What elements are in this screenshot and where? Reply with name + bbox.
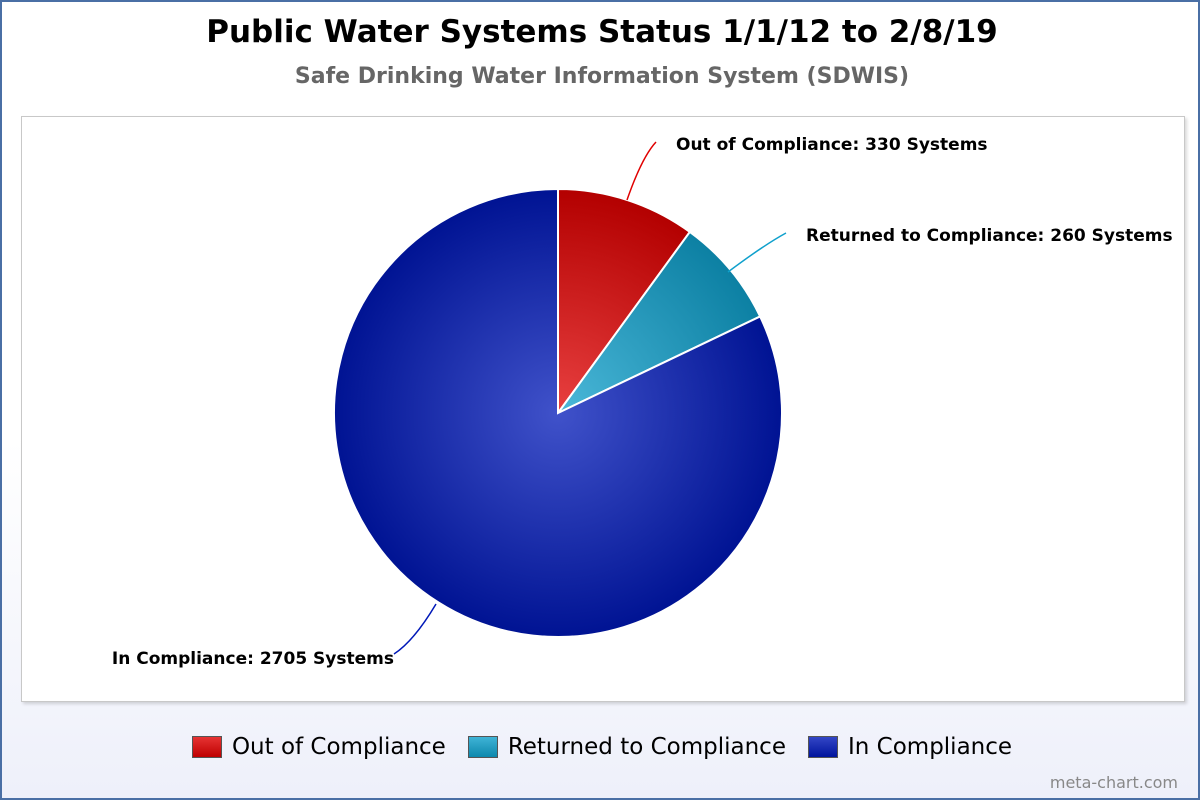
- leader-line: [626, 141, 657, 201]
- legend-swatch: [191, 736, 222, 758]
- pie-chart: Out of Compliance: 330 Systems Returned t…: [112, 135, 1173, 669]
- chart-title: Public Water Systems Status 1/1/12 to 2/…: [206, 14, 998, 50]
- legend: Out of Compliance Returned to Compliance I…: [2, 734, 1198, 760]
- slice-data-label: In Compliance: 2705 Systems: [112, 649, 394, 669]
- chart-subtitle: Safe Drinking Water Information System (…: [294, 64, 910, 89]
- legend-label: In Compliance: [847, 734, 1013, 760]
- credit-text[interactable]: meta-chart.com: [1049, 773, 1178, 792]
- legend-item[interactable]: Out of Compliance: [191, 734, 446, 760]
- legend-swatch: [467, 736, 498, 758]
- legend-label: Out of Compliance: [231, 734, 446, 760]
- plot-area: Out of Compliance: 330 Systems Returned t…: [21, 116, 1185, 702]
- legend-item[interactable]: In Compliance: [807, 734, 1013, 760]
- legend-swatch: [807, 736, 838, 758]
- leader-line: [727, 232, 787, 273]
- legend-item[interactable]: Returned to Compliance: [467, 734, 786, 760]
- leader-line: [393, 603, 437, 655]
- legend-label: Returned to Compliance: [507, 734, 786, 760]
- pie-slice-in-compliance[interactable]: [333, 187, 783, 638]
- slice-data-label: Returned to Compliance: 260 Systems: [806, 226, 1173, 246]
- slice-data-label: Out of Compliance: 330 Systems: [676, 135, 988, 155]
